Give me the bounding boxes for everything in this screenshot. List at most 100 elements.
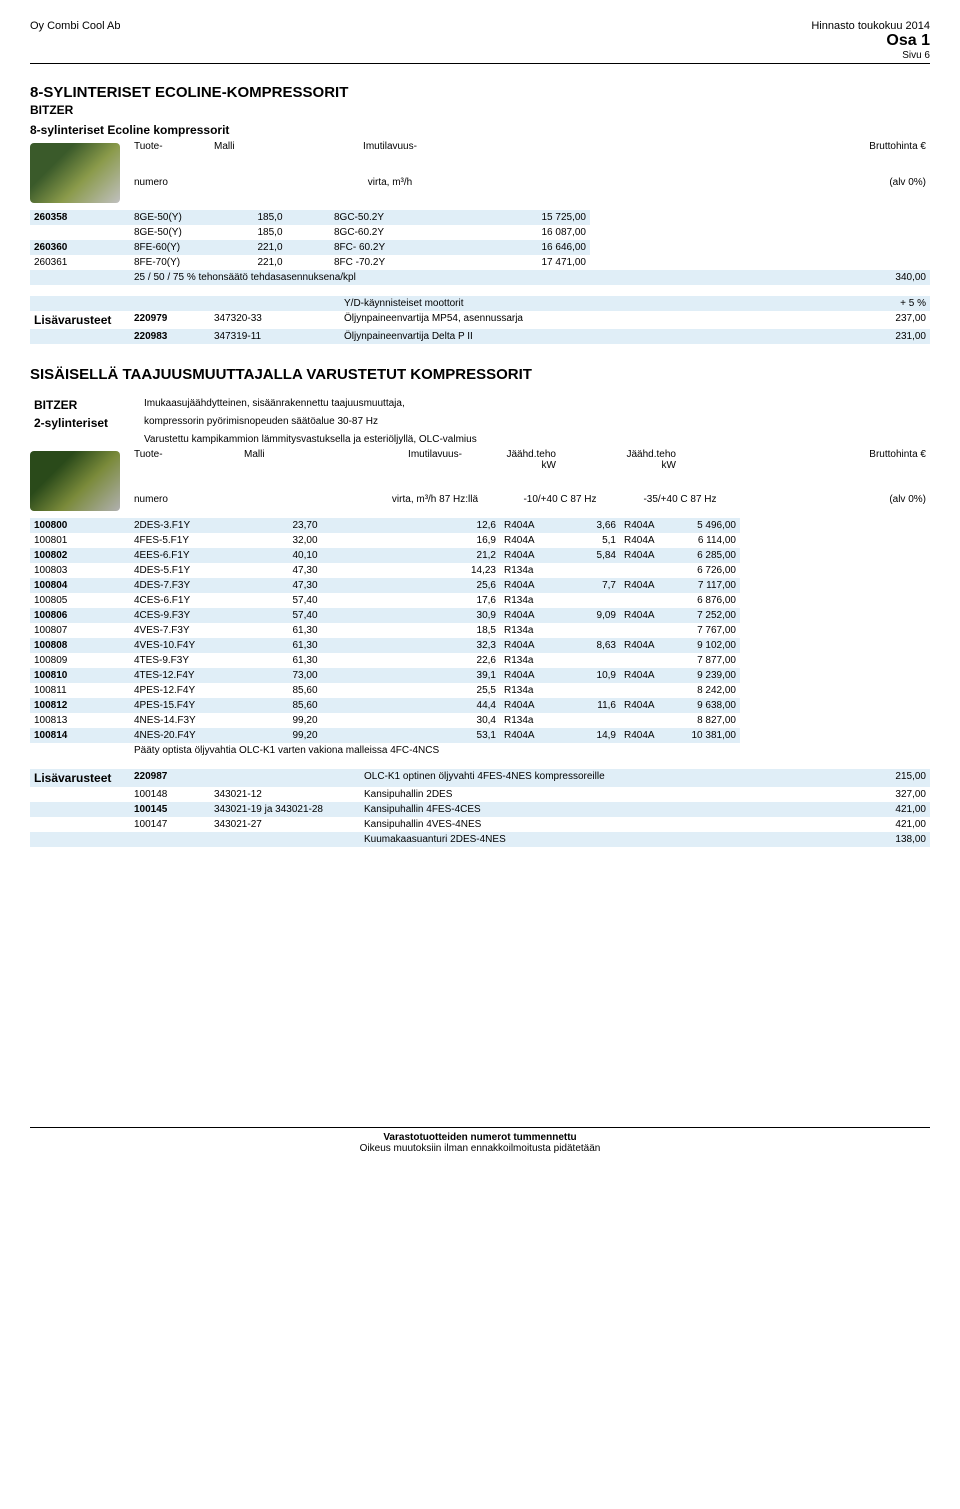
- code: 8FC- 60.2Y: [330, 240, 450, 255]
- cooling1: 17,6: [370, 593, 500, 608]
- col2-header: Malli: [210, 139, 330, 175]
- section2-title: SISÄISELLÄ TAAJUUSMUUTTAJALLA VARUSTETUT…: [30, 366, 930, 383]
- cooling2: 14,9: [560, 728, 620, 743]
- cooling2: 10,9: [560, 668, 620, 683]
- product-number: 100813: [30, 713, 130, 728]
- s2-col2: Malli: [240, 447, 370, 492]
- code: 343021-12: [210, 787, 360, 802]
- section1-table: Tuote- Malli Imutilavuus- Bruttohinta € …: [30, 139, 930, 285]
- table-row: 220983 347319-11 Öljynpaineenvartija Del…: [30, 329, 930, 344]
- flow: 99,20: [240, 713, 370, 728]
- refrigerant1: R404A: [500, 533, 560, 548]
- model: 4PES-15.F4Y: [130, 698, 240, 713]
- refrigerant2: R404A: [620, 548, 680, 563]
- price: 17 471,00: [450, 255, 590, 270]
- description: Kansipuhallin 2DES: [360, 787, 853, 802]
- model: 4NES-20.F4Y: [130, 728, 240, 743]
- code: 8GC-60.2Y: [330, 225, 450, 240]
- refrigerant2: [620, 653, 680, 668]
- price: 6 285,00: [680, 548, 740, 563]
- page-header: Oy Combi Cool Ab Hinnasto toukokuu 2014 …: [30, 20, 930, 64]
- table-row: 100148 343021-12 Kansipuhallin 2DES 327,…: [30, 787, 930, 802]
- product-number: 100802: [30, 548, 130, 563]
- refrigerant2: [620, 593, 680, 608]
- refrigerant2: R404A: [620, 533, 680, 548]
- flow: 47,30: [240, 578, 370, 593]
- refrigerant1: R404A: [500, 548, 560, 563]
- refrigerant2: R404A: [620, 638, 680, 653]
- compressor-image-1: [30, 143, 120, 203]
- cooling2: 7,7: [560, 578, 620, 593]
- model: 8FE-70(Y): [130, 255, 210, 270]
- refrigerant2: [620, 563, 680, 578]
- cooling1: 25,6: [370, 578, 500, 593]
- table-row: 100802 4EES-6.F1Y 40,10 21,2 R404A 5,84 …: [30, 548, 930, 563]
- product-number: 220983: [130, 329, 210, 344]
- refrigerant2: R404A: [620, 578, 680, 593]
- cooling1: 44,4: [370, 698, 500, 713]
- table-row: 260358 8GE-50(Y) 185,0 8GC-50.2Y 15 725,…: [30, 210, 930, 225]
- col4b-header: (alv 0%): [590, 175, 930, 211]
- price: 9 239,00: [680, 668, 740, 683]
- product-number: 260358: [30, 210, 130, 225]
- model: 4DES-7.F3Y: [130, 578, 240, 593]
- power-note: 25 / 50 / 75 % tehonsäätö tehdasasennuks…: [130, 270, 590, 285]
- page-number: Sivu 6: [811, 50, 930, 61]
- flow: 99,20: [240, 728, 370, 743]
- cooling1: 25,5: [370, 683, 500, 698]
- flow: 85,60: [240, 683, 370, 698]
- s2-col5: Jäähd.teho kW: [620, 447, 680, 492]
- model: 4CES-9.F3Y: [130, 608, 240, 623]
- product-number: 260360: [30, 240, 130, 255]
- col3-header: Imutilavuus-: [330, 139, 450, 175]
- code: 347320-33: [210, 311, 340, 329]
- model: 8FE-60(Y): [130, 240, 210, 255]
- refrigerant2: [620, 623, 680, 638]
- product-number: 220979: [130, 311, 210, 329]
- accessories-label: Lisävarusteet: [34, 313, 111, 327]
- s2-col6b: (alv 0%): [740, 492, 930, 518]
- table-row: 100801 4FES-5.F1Y 32,00 16,9 R404A 5,1 R…: [30, 533, 930, 548]
- refrigerant1: R404A: [500, 518, 560, 533]
- footer-line1: Varastotuotteiden numerot tummennettu: [30, 1132, 930, 1143]
- model: 4PES-12.F4Y: [130, 683, 240, 698]
- cooling2: [560, 683, 620, 698]
- table-row: 100145 343021-19 ja 343021-28 Kansipuhal…: [30, 802, 930, 817]
- refrigerant2: R404A: [620, 728, 680, 743]
- flow: 221,0: [210, 240, 330, 255]
- product-number: 220987: [130, 769, 210, 787]
- table-row: 100807 4VES-7.F3Y 61,30 18,5 R134a 7 767…: [30, 623, 930, 638]
- refrigerant2: R404A: [620, 668, 680, 683]
- model: 2DES-3.F1Y: [130, 518, 240, 533]
- code: 347319-11: [210, 329, 340, 344]
- section2-desc3: Varustettu kampikammion lämmitysvastukse…: [140, 432, 930, 447]
- table-row: Lisävarusteet 220979 347320-33 Öljynpain…: [30, 311, 930, 329]
- motor-note: Y/D-käynnisteiset moottorit: [340, 296, 829, 311]
- price: 8 242,00: [680, 683, 740, 698]
- s2-col6: Bruttohinta €: [740, 447, 930, 492]
- product-number: 100814: [30, 728, 130, 743]
- section2-intro: BITZER Imukaasujäähdytteinen, sisäänrake…: [30, 396, 930, 447]
- table-row: 100805 4CES-6.F1Y 57,40 17,6 R134a 6 876…: [30, 593, 930, 608]
- price: 421,00: [853, 817, 930, 832]
- cooling2: [560, 713, 620, 728]
- section1-title: 8-SYLINTERISET ECOLINE-KOMPRESSORIT: [30, 84, 930, 101]
- price-list-label: Hinnasto toukokuu 2014: [811, 20, 930, 32]
- code: 343021-19 ja 343021-28: [210, 802, 360, 817]
- price: 10 381,00: [680, 728, 740, 743]
- sensor-desc: Kuumakaasuanturi 2DES-4NES: [360, 832, 853, 847]
- model: 4CES-6.F1Y: [130, 593, 240, 608]
- motor-note-val: + 5 %: [829, 296, 930, 311]
- model: 4FES-5.F1Y: [130, 533, 240, 548]
- product-number: 100145: [130, 802, 210, 817]
- cooling2: 5,84: [560, 548, 620, 563]
- model: 8GE-50(Y): [130, 210, 210, 225]
- price: 7 877,00: [680, 653, 740, 668]
- section2-type: 2-sylinteriset: [30, 414, 140, 432]
- price: 16 646,00: [450, 240, 590, 255]
- s2-col4b: -10/+40 C 87 Hz: [500, 492, 620, 518]
- flow: 61,30: [240, 623, 370, 638]
- product-number: 100803: [30, 563, 130, 578]
- flow: 61,30: [240, 653, 370, 668]
- product-number: 100805: [30, 593, 130, 608]
